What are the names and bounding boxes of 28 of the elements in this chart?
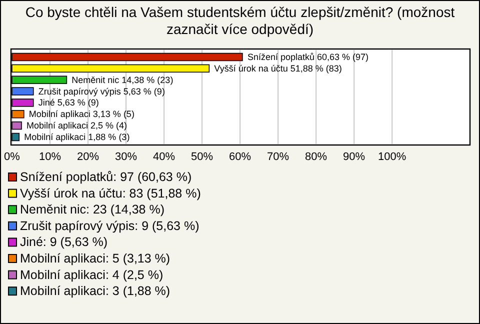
category-label: Mobilní aplikaci 2,5 % (4) [26, 120, 128, 131]
text: Jiné: 9 (5,63 %) [20, 235, 108, 250]
category-label: Mobilní aplikaci 1,88 % (3) [24, 132, 130, 142]
x-tick-label: 10% [38, 151, 62, 163]
text: Vyšší úrok na účtu: 83 (51,88 %) [20, 186, 201, 200]
x-tick-label: 20% [77, 151, 100, 163]
x-tick-label: 0% [4, 151, 20, 163]
x-tick-label: 50% [191, 151, 214, 163]
x-tick-label: 30% [115, 151, 138, 163]
x-tick-label: 70% [267, 151, 290, 163]
text: Zrušit papírový výpis: 9 (5,63 %) [20, 218, 200, 233]
text: Mobilní aplikaci: 4 (2,5 %) [20, 268, 164, 282]
x-tick-label: 60% [229, 151, 252, 163]
category-label: Snížení poplatků 60,63 % (97) [247, 52, 369, 62]
x-tick-label: 100% [378, 151, 406, 163]
x-tick-label: 90% [343, 151, 366, 163]
chart-title: Co byste chtěli na Vašem studentském účtu zlepšit/změnit? (možnost zaznačit více odpovědí) [25, 4, 455, 37]
x-tick-label: 40% [153, 151, 176, 163]
text: Mobilní aplikaci: 5 (3,13 %) [20, 252, 170, 266]
x-tick-label: 80% [305, 151, 328, 163]
text: Mobilní aplikaci: 3 (1,88 %) [20, 284, 170, 298]
category-label: Mobilní aplikaci 3,13 % (5) [28, 109, 134, 120]
text: Snížení poplatků: 97 (60,63 %) [20, 170, 192, 184]
text: Neměnit nic: 23 (14,38 %) [20, 202, 165, 217]
category-label: Vyšší úrok na účtu 51,88 % (83) [214, 63, 342, 74]
category-label: Jiné 5,63 % (9) [38, 98, 99, 108]
category-label: Neměnit nic 14,38 % (23) [72, 74, 174, 85]
category-label: Zrušit papírový výpis 5,63 % (9) [38, 86, 165, 96]
